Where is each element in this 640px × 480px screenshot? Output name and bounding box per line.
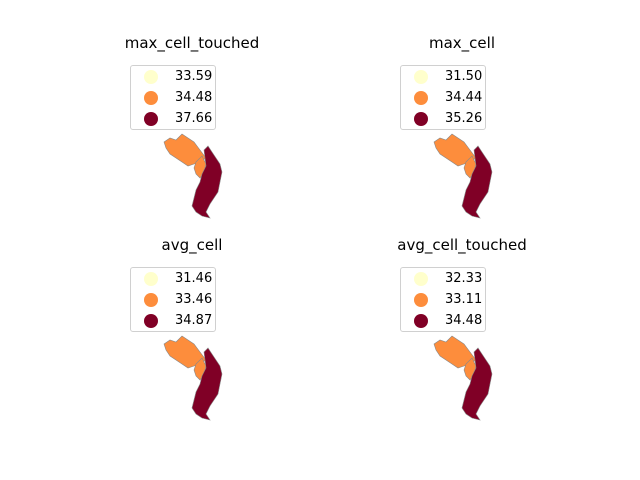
choropleth-map xyxy=(433,335,493,421)
region-south xyxy=(461,145,493,219)
legend-item: 31.50 xyxy=(401,67,485,87)
legend: 33.59 34.48 37.66 xyxy=(130,65,216,130)
choropleth-map xyxy=(433,133,493,219)
region-south xyxy=(461,347,493,421)
legend-swatch xyxy=(414,112,428,126)
legend-label: 37.66 xyxy=(175,111,213,126)
panel-title: avg_cell xyxy=(161,236,223,254)
panel-title: avg_cell_touched xyxy=(397,236,527,254)
legend-label: 33.59 xyxy=(175,69,213,84)
legend-label: 33.46 xyxy=(175,292,213,307)
legend-item: 33.11 xyxy=(401,290,485,310)
legend-item: 34.44 xyxy=(401,88,485,108)
legend-label: 34.87 xyxy=(175,313,213,328)
region-south xyxy=(191,145,223,219)
map-panel-max-cell-touched: max_cell_touched 33.59 34.48 37.66 xyxy=(92,34,292,244)
legend-item: 34.48 xyxy=(401,311,485,331)
legend-item: 34.87 xyxy=(131,311,215,331)
legend-item: 34.48 xyxy=(131,88,215,108)
map-panel-avg-cell: avg_cell 31.46 33.46 34.87 xyxy=(92,236,292,446)
legend-item: 37.66 xyxy=(131,109,215,129)
legend-label: 33.11 xyxy=(445,292,483,307)
panel-title: max_cell_touched xyxy=(124,34,260,52)
legend-label: 35.26 xyxy=(445,111,483,126)
legend-swatch xyxy=(144,314,158,328)
legend-swatch xyxy=(144,293,158,307)
panel-title: max_cell xyxy=(429,34,495,52)
legend-item: 35.26 xyxy=(401,109,485,129)
legend-swatch xyxy=(144,70,158,84)
region-south xyxy=(191,347,223,421)
legend: 31.50 34.44 35.26 xyxy=(400,65,486,130)
legend-label: 32.33 xyxy=(445,271,483,286)
legend-item: 33.59 xyxy=(131,67,215,87)
legend-swatch xyxy=(414,272,428,286)
legend-label: 34.44 xyxy=(445,90,483,105)
legend-label: 34.48 xyxy=(175,90,213,105)
legend-swatch xyxy=(414,293,428,307)
legend-swatch xyxy=(144,272,158,286)
legend-label: 31.46 xyxy=(175,271,213,286)
choropleth-map xyxy=(163,335,223,421)
legend-swatch xyxy=(414,70,428,84)
legend-swatch xyxy=(414,314,428,328)
map-panel-avg-cell-touched: avg_cell_touched 32.33 33.11 34.48 xyxy=(362,236,562,446)
map-panel-max-cell: max_cell 31.50 34.44 35.26 xyxy=(362,34,562,244)
legend-swatch xyxy=(144,112,158,126)
legend-swatch xyxy=(144,91,158,105)
legend-item: 32.33 xyxy=(401,269,485,289)
legend-label: 31.50 xyxy=(445,69,483,84)
legend-item: 31.46 xyxy=(131,269,215,289)
legend: 31.46 33.46 34.87 xyxy=(130,267,216,332)
legend-swatch xyxy=(414,91,428,105)
legend-item: 33.46 xyxy=(131,290,215,310)
choropleth-map xyxy=(163,133,223,219)
legend-label: 34.48 xyxy=(445,313,483,328)
legend: 32.33 33.11 34.48 xyxy=(400,267,486,332)
